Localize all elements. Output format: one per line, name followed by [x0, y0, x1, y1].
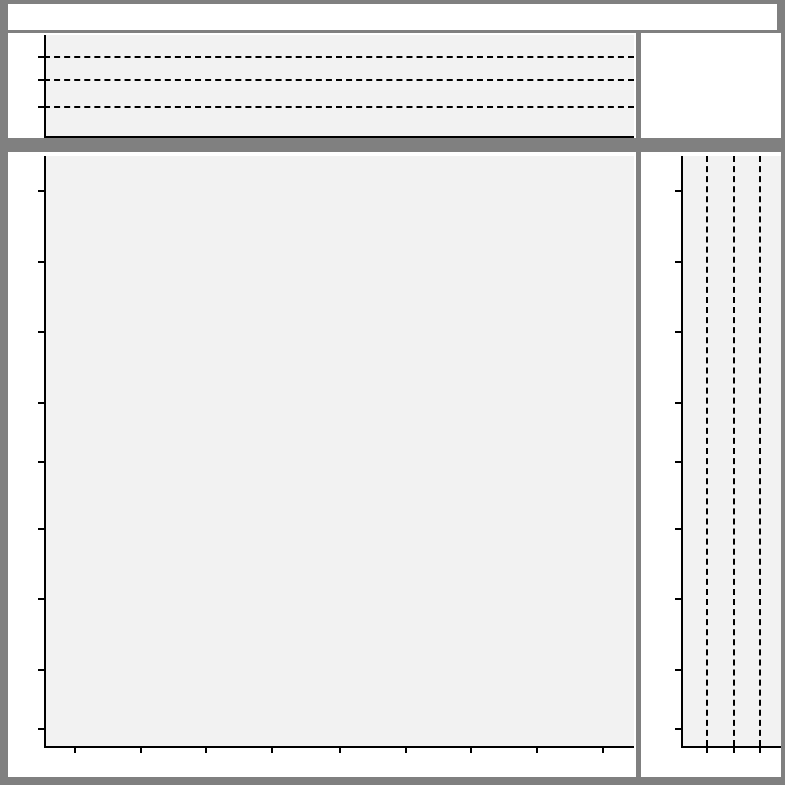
map-ytickmark-m400 [38, 728, 45, 730]
top-ytickmark-15 [38, 56, 45, 58]
top-panel-y-axis [44, 35, 46, 136]
map-xtickmark-m100 [271, 746, 273, 753]
right-xtickmark-10 [733, 746, 735, 753]
top-ytickmark-5 [38, 106, 45, 108]
map-xtickmark-m400 [74, 746, 76, 753]
map-xtickmark-0 [339, 746, 341, 753]
altitude-east-west-plot [44, 35, 634, 136]
right-xtickmark-5 [706, 746, 708, 753]
gridline-15km-top [44, 56, 634, 58]
right-ytickmark-100 [675, 402, 682, 404]
right-ytickmark-m300 [675, 669, 682, 671]
right-ytickmark-200 [675, 331, 682, 333]
map-ytickmark-200 [38, 331, 45, 333]
gridline-10km-right [733, 156, 735, 746]
right-panel-x-axis [681, 746, 781, 748]
right-ytickmark-0 [675, 461, 682, 463]
map-ytickmark-0 [38, 461, 45, 463]
right-ytickmark-m400 [675, 728, 682, 730]
gridline-10km-top [44, 79, 634, 81]
source-count-box [641, 33, 781, 138]
map-ytickmark-m100 [38, 528, 45, 530]
altitude-east-west-data [44, 35, 634, 136]
map-ytickmark-100 [38, 402, 45, 404]
altitude-north-south-data [681, 156, 781, 746]
gridline-5km-top [44, 106, 634, 108]
plan-view-plot [44, 156, 634, 746]
top-ytickmark-10 [38, 79, 45, 81]
altitude-north-south-plot [681, 156, 781, 746]
right-ytickmark-400 [675, 190, 682, 192]
map-geography [44, 156, 634, 746]
right-ytickmark-m200 [675, 598, 682, 600]
right-ytickmark-300 [675, 261, 682, 263]
map-xtickmark-200 [470, 746, 472, 753]
map-ytickmark-400 [38, 190, 45, 192]
map-y-axis [44, 156, 46, 746]
top-panel-x-axis [44, 136, 634, 138]
page-title [8, 4, 777, 30]
map-xtickmark-100 [405, 746, 407, 753]
map-xtickmark-m300 [140, 746, 142, 753]
map-xtickmark-400 [602, 746, 604, 753]
gridline-5km-right [706, 156, 708, 746]
right-ytickmark-m100 [675, 528, 682, 530]
gridline-15km-right [759, 156, 761, 746]
right-panel-y-axis [681, 156, 683, 746]
map-ytickmark-m200 [38, 598, 45, 600]
map-xtickmark-m200 [205, 746, 207, 753]
right-xtickmark-15 [759, 746, 761, 753]
map-xtickmark-300 [536, 746, 538, 753]
map-ytickmark-m300 [38, 669, 45, 671]
map-ytickmark-300 [38, 261, 45, 263]
